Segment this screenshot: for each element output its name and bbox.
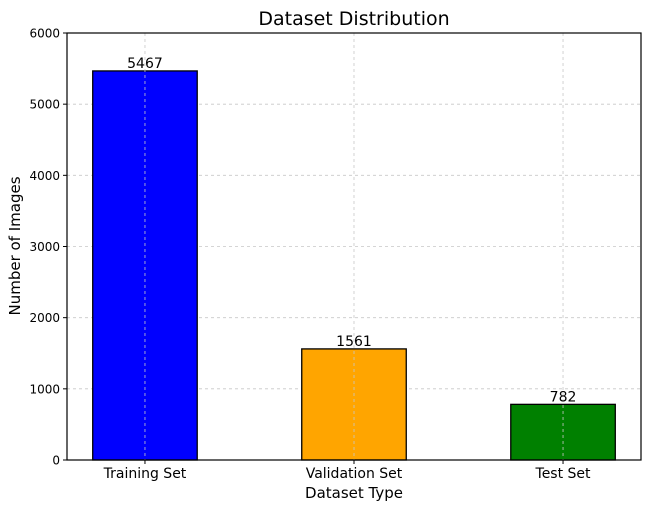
- x-tick-label: Training Set: [103, 466, 187, 482]
- y-tick-label: 6000: [29, 27, 60, 41]
- y-tick-label: 1000: [29, 382, 60, 396]
- y-axis-label: Number of Images: [6, 176, 24, 315]
- x-tick-label: Test Set: [535, 466, 592, 482]
- x-axis-label: Dataset Type: [305, 484, 403, 502]
- y-tick-label: 3000: [29, 240, 60, 254]
- y-tick-label: 5000: [29, 98, 60, 112]
- y-tick-label: 2000: [29, 311, 60, 325]
- data-label: 782: [550, 389, 577, 405]
- y-tick-label: 4000: [29, 169, 60, 183]
- grid-vertical: [144, 33, 564, 460]
- data-label: 5467: [127, 56, 163, 72]
- x-tick-label: Validation Set: [306, 466, 403, 482]
- chart-title: Dataset Distribution: [258, 8, 449, 30]
- data-labels: 5467 1561 782: [127, 56, 576, 405]
- y-axis: 0 1000 2000 3000 4000 5000 6000: [29, 27, 67, 468]
- data-label: 1561: [336, 334, 372, 350]
- y-tick-label: 0: [52, 454, 60, 468]
- x-axis: Training Set Validation Set Test Set: [103, 460, 591, 482]
